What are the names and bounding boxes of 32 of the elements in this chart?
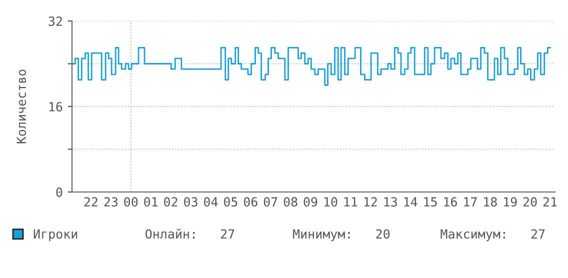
x-tick-label: 23 xyxy=(104,197,118,207)
x-tick-label: 08 xyxy=(284,197,298,207)
text: Онлайн: 27 xyxy=(146,228,234,239)
x-tick-label: 16 xyxy=(444,197,457,207)
x-tick-label: 03 xyxy=(184,197,198,207)
x-tick-label: 18 xyxy=(484,197,497,207)
x-tick-label: 01 xyxy=(144,197,158,207)
text: Минимум: 20 xyxy=(293,229,390,242)
text: Максимум: 27 xyxy=(440,229,545,242)
y-axis-title: Количество xyxy=(16,70,26,144)
x-tick-label: 20 xyxy=(523,197,537,207)
x-tick-label: 06 xyxy=(244,197,258,207)
x-tick-label: 13 xyxy=(384,197,397,207)
legend-label: Игроки xyxy=(34,229,78,242)
x-tick-label: 12 xyxy=(364,197,377,206)
x-tick-label: 09 xyxy=(304,197,318,207)
x-tick-label: 07 xyxy=(264,197,278,207)
y-tick-label: 32 xyxy=(48,16,62,26)
x-tick-label: 10 xyxy=(324,197,338,207)
y-tick-label: 0 xyxy=(56,188,62,197)
x-tick-label: 11 xyxy=(344,197,358,206)
x-tick-label: 22 xyxy=(84,197,98,206)
x-tick-label: 15 xyxy=(424,197,437,207)
x-tick-label: 02 xyxy=(164,197,178,207)
x-tick-label: 14 xyxy=(404,197,418,206)
x-tick-label: 19 xyxy=(504,197,517,207)
x-tick-label: 04 xyxy=(204,197,218,207)
x-tick-label: 17 xyxy=(464,197,477,206)
x-tick-label: 05 xyxy=(224,197,238,207)
x-tick-label: 21 xyxy=(543,197,557,206)
x-tick-label: 00 xyxy=(124,197,138,207)
y-tick-label: 16 xyxy=(49,102,62,112)
